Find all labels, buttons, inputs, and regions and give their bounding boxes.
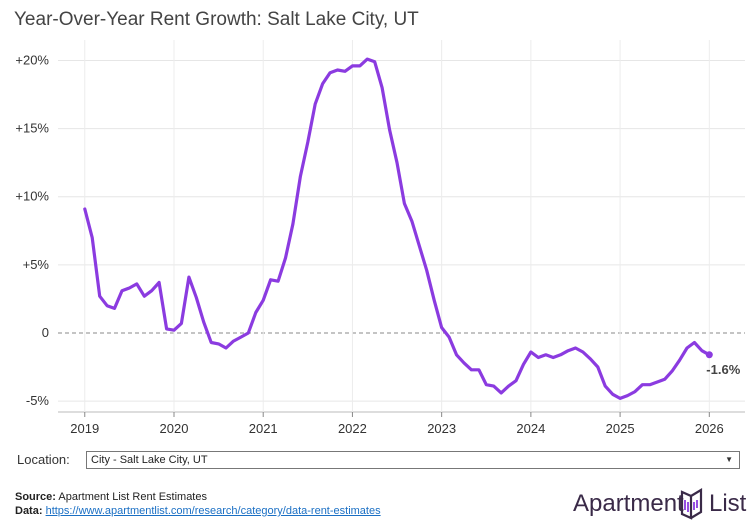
- data-line: Data: https://www.apartmentlist.com/rese…: [15, 505, 381, 517]
- chevron-down-icon: ▼: [725, 455, 733, 464]
- location-select[interactable]: City - Salt Lake City, UT ▼: [86, 451, 740, 469]
- logo-word-list: List: [709, 490, 747, 517]
- series-line: [83, 57, 711, 400]
- source-text: Apartment List Rent Estimates: [58, 491, 207, 503]
- chart-title: Year-Over-Year Rent Growth: Salt Lake Ci…: [14, 9, 419, 30]
- x-tick-label: 2020: [160, 421, 189, 436]
- location-select-value: City - Salt Lake City, UT: [91, 454, 208, 466]
- x-tick-label: 2026: [695, 421, 724, 436]
- x-tick-label: 2022: [338, 421, 367, 436]
- data-label: Data:: [15, 505, 43, 517]
- x-tick-label: 2021: [249, 421, 278, 436]
- x-gridlines: [58, 40, 745, 417]
- y-tick-label: +20%: [15, 52, 49, 67]
- source-label: Source:: [15, 491, 56, 503]
- apartment-list-logo: Apartment List: [573, 486, 748, 522]
- x-tick-label: 2024: [516, 421, 545, 436]
- y-tick-label: -5%: [26, 393, 50, 408]
- source-line: Source: Apartment List Rent Estimates: [15, 491, 207, 503]
- x-tick-label: 2023: [427, 421, 456, 436]
- y-tick-label: +10%: [15, 189, 49, 204]
- series-group: [83, 57, 713, 400]
- annotations: -1.6%: [706, 362, 740, 377]
- x-tick-label: 2019: [70, 421, 99, 436]
- y-tick-label: +5%: [23, 257, 50, 272]
- x-axis-tick-labels: 2019 2020 2021 2022 2023 2024 2025 2026: [70, 421, 723, 436]
- logo-mark-icon: [680, 488, 703, 520]
- data-link[interactable]: https://www.apartmentlist.com/research/c…: [45, 505, 381, 517]
- y-axis-tick-labels: +20% +15% +10% +5% 0 -5%: [15, 52, 49, 408]
- y-gridlines: [58, 59, 745, 402]
- x-tick-label: 2025: [606, 421, 635, 436]
- y-tick-label: 0: [42, 325, 49, 340]
- y-tick-label: +15%: [15, 121, 49, 136]
- end-value-label: -1.6%: [706, 362, 740, 377]
- line-chart: +20% +15% +10% +5% 0 -5% 2019 2020 2021 2022 2023…: [15, 40, 745, 436]
- location-label: Location:: [17, 452, 70, 467]
- series-end-point: [705, 351, 713, 359]
- logo-word-apartment: Apartment: [573, 490, 684, 517]
